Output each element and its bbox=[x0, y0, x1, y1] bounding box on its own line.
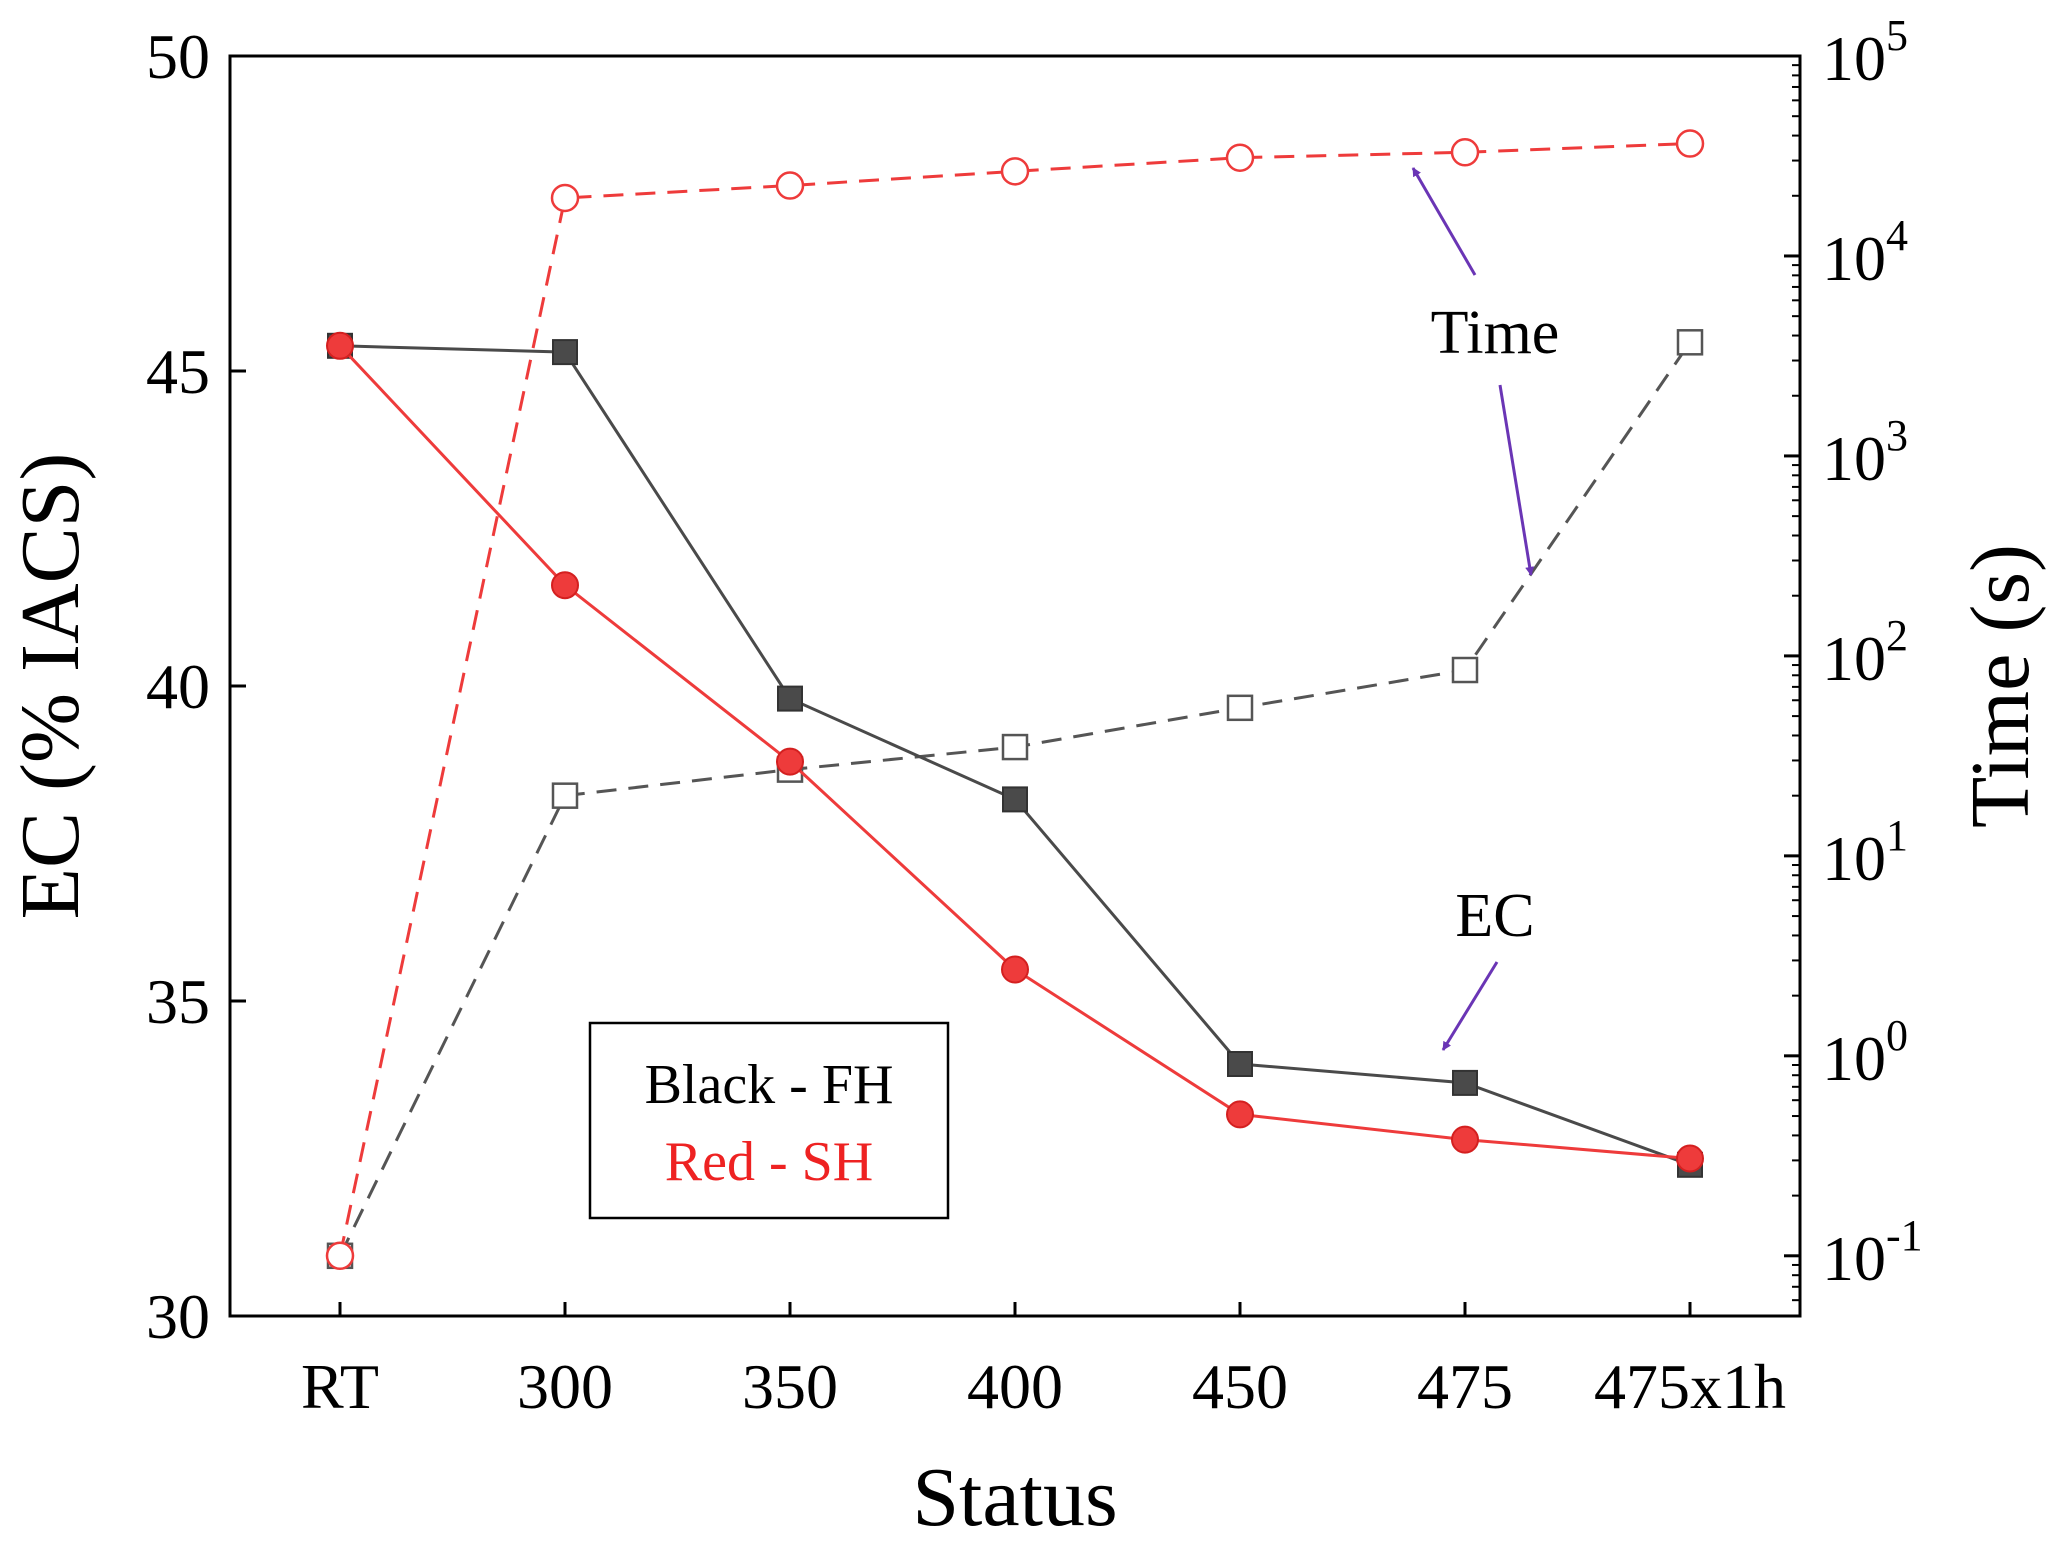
y2-tick-exponent: 4 bbox=[1886, 211, 1908, 260]
ec-arrow bbox=[1441, 961, 1499, 1051]
x-tick-label: 350 bbox=[742, 1351, 838, 1422]
time-sh-point bbox=[775, 171, 805, 200]
y-tick-label: 30 bbox=[146, 1281, 210, 1352]
y2-tick-exponent: 2 bbox=[1886, 611, 1908, 660]
x-tick-label: 400 bbox=[967, 1351, 1063, 1422]
x-tick-label: 475x1h bbox=[1594, 1351, 1786, 1422]
ec-sh-point bbox=[776, 747, 804, 776]
plot-frame bbox=[228, 54, 1802, 1318]
x-tick-label: 300 bbox=[517, 1351, 613, 1422]
ticks-layer: RT 300 350 400 450 475 475x1h303540455010-1100… bbox=[146, 11, 1923, 1422]
x-tick-label: RT bbox=[301, 1351, 379, 1422]
time-annotation: Time bbox=[1431, 299, 1560, 367]
y-tick-label: 35 bbox=[146, 966, 210, 1037]
y2-tick-base: 10 bbox=[1822, 23, 1886, 94]
y2-tick-base: 10 bbox=[1822, 823, 1886, 894]
ec-sh-point bbox=[1451, 1125, 1479, 1154]
time-fh-point bbox=[1676, 329, 1704, 356]
y2-tick-label: 102 bbox=[1822, 611, 1908, 694]
y2-tick-base: 10 bbox=[1822, 1223, 1886, 1294]
ec-sh-point bbox=[551, 571, 579, 600]
y2-tick-exponent: 0 bbox=[1886, 1011, 1908, 1060]
ec-fh-point bbox=[1002, 786, 1028, 813]
time-fh-point bbox=[1001, 733, 1029, 761]
ec-sh-point bbox=[326, 331, 354, 360]
time-fh-point bbox=[551, 782, 579, 809]
ec-annotation: EC bbox=[1455, 882, 1534, 950]
x-tick-label: 450 bbox=[1192, 1351, 1288, 1422]
y2-tick-label: 10-1 bbox=[1822, 1211, 1923, 1294]
time-sh-point bbox=[325, 1241, 355, 1271]
y2-tick-base: 10 bbox=[1822, 623, 1886, 694]
y-tick-label: 50 bbox=[146, 21, 210, 92]
time-fh-point bbox=[1451, 656, 1479, 684]
ec-fh-point bbox=[777, 685, 803, 712]
y2-tick-label: 101 bbox=[1822, 811, 1908, 894]
y-tick-label: 45 bbox=[146, 336, 210, 407]
legend-line-sh: Red - SH bbox=[665, 1131, 873, 1193]
time-fh-point bbox=[1226, 694, 1254, 722]
time-sh-point bbox=[550, 183, 580, 213]
y-tick-label: 40 bbox=[146, 651, 210, 722]
y2-tick-exponent: -1 bbox=[1886, 1211, 1923, 1260]
time-sh-point bbox=[1450, 138, 1480, 167]
time-sh-point bbox=[1225, 143, 1255, 172]
y2-tick-base: 10 bbox=[1822, 423, 1886, 494]
legend: Black - FH Red - SH bbox=[588, 1021, 950, 1220]
time-sh-point bbox=[1000, 157, 1030, 186]
ec-fh-point bbox=[552, 339, 578, 366]
y2-tick-label: 103 bbox=[1822, 411, 1908, 494]
ec-fh-point bbox=[1227, 1051, 1253, 1077]
x-tick-label: 475 bbox=[1417, 1351, 1513, 1422]
y2-tick-exponent: 5 bbox=[1886, 11, 1908, 60]
y2-tick-exponent: 1 bbox=[1886, 811, 1908, 860]
y2-tick-label: 100 bbox=[1822, 1011, 1908, 1094]
y2-tick-base: 10 bbox=[1822, 1023, 1886, 1094]
legend-line-fh: Black - FH bbox=[645, 1054, 894, 1116]
y2-tick-base: 10 bbox=[1822, 223, 1886, 294]
x-axis-title: Status bbox=[912, 1451, 1117, 1544]
y2-tick-label: 104 bbox=[1822, 211, 1908, 294]
time-arrow-down bbox=[1498, 384, 1535, 576]
y2-axis-title: Time (s) bbox=[1954, 544, 2047, 828]
y2-tick-exponent: 3 bbox=[1886, 411, 1908, 460]
ec-sh-point bbox=[1001, 955, 1029, 984]
ec-sh-point bbox=[1226, 1100, 1254, 1129]
ec-sh-point bbox=[1676, 1144, 1704, 1173]
series-layer bbox=[325, 129, 1705, 1271]
legend-box bbox=[588, 1021, 950, 1220]
time-sh-point bbox=[1675, 129, 1705, 158]
ec-fh-point bbox=[1452, 1069, 1478, 1096]
y2-tick-label: 105 bbox=[1822, 11, 1908, 94]
y-axis-title: EC (% IACS) bbox=[4, 453, 97, 920]
time-arrow-up bbox=[1411, 167, 1477, 276]
